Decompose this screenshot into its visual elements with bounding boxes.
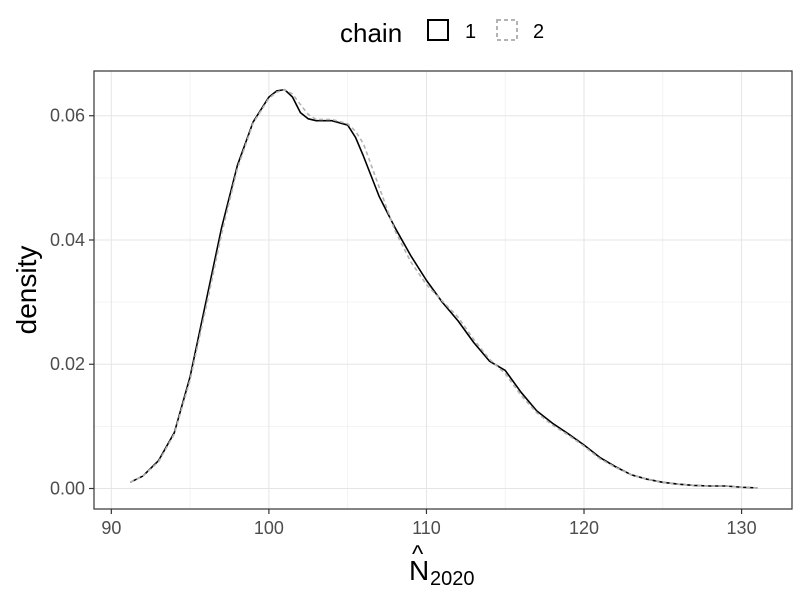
- legend: chain 1 2: [340, 18, 544, 48]
- y-tick-label: 0.02: [50, 354, 85, 374]
- density-line-chain-1: [129, 88, 758, 489]
- legend-title: chain: [340, 18, 402, 48]
- x-axis-title: N ^ 2020: [409, 541, 475, 590]
- y-axis: 0.00 0.02 0.04 0.06: [50, 106, 94, 498]
- x-tick-label: 90: [101, 518, 121, 538]
- legend-label-chain-2: 2: [533, 21, 544, 43]
- panel-border: [93, 70, 793, 510]
- grid-lines: [94, 71, 792, 509]
- y-tick-label: 0.04: [50, 230, 85, 250]
- plot-panel: [93, 70, 793, 510]
- density-line-chain-2: [129, 88, 758, 489]
- x-tick-label: 110: [412, 518, 441, 538]
- y-tick-label: 0.00: [50, 478, 85, 498]
- y-tick-label: 0.06: [50, 106, 85, 126]
- x-axis-title-main: N: [409, 555, 429, 586]
- x-axis-title-subscript: 2020: [430, 568, 475, 590]
- legend-key-chain-2: [496, 19, 518, 41]
- x-tick-label: 130: [727, 518, 757, 538]
- legend-key-chain-1: [427, 19, 449, 41]
- y-axis-title: density: [11, 246, 42, 335]
- x-tick-label: 100: [254, 518, 284, 538]
- x-tick-label: 120: [569, 518, 599, 538]
- density-lines: [129, 88, 758, 489]
- x-axis: 90 100 110 120 130: [101, 509, 757, 538]
- legend-label-chain-1: 1: [465, 21, 476, 43]
- x-axis-title-hat: ^: [412, 541, 424, 568]
